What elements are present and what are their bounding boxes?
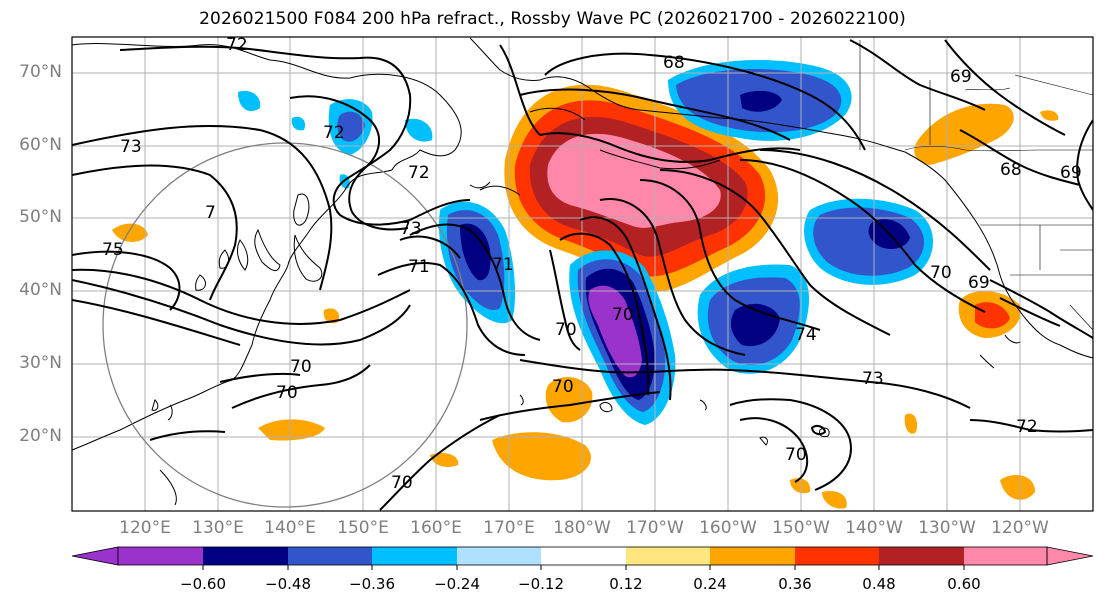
map-title: 2026021500 F084 200 hPa refract., Rossby… (199, 9, 906, 29)
contour-label: 70 (612, 305, 634, 325)
lon-label: 120°W (991, 518, 1049, 538)
colorbar-tick-label: −0.12 (518, 575, 564, 593)
colorbar-segment (541, 547, 626, 565)
lon-label: 150°W (772, 518, 830, 538)
lat-label: 20°N (19, 426, 62, 446)
lat-label: 70°N (19, 62, 62, 82)
graticule (72, 37, 1093, 511)
lon-label: 170°E (483, 518, 535, 538)
contour-label: 75 (102, 240, 124, 260)
positive-anomaly-shading (112, 84, 1059, 509)
contour-label: 72 (408, 163, 430, 183)
contour-label: 70 (276, 383, 298, 403)
lon-label: 150°E (337, 518, 389, 538)
colorbar-tick-label: −0.36 (349, 575, 395, 593)
contour-label: 68 (1000, 160, 1022, 180)
lon-label: 120°E (119, 518, 171, 538)
colorbar-under-extension (71, 546, 119, 566)
contour-label: 69 (950, 67, 972, 87)
reference-circle (102, 142, 468, 508)
colorbar (71, 546, 1094, 570)
political-borders (859, 40, 1093, 331)
lon-label: 180°W (553, 518, 611, 538)
colorbar-segment (118, 547, 203, 565)
lon-label: 140°E (264, 518, 316, 538)
colorbar-segment (710, 547, 795, 565)
lat-label: 50°N (19, 207, 62, 227)
contour-label: 72 (323, 123, 345, 143)
refractivity-contours (72, 39, 1093, 511)
lon-label: 140°W (845, 518, 903, 538)
colorbar-segment (288, 547, 372, 565)
contour-label: 70 (552, 377, 574, 397)
coastlines (72, 37, 1093, 506)
contour-label: 70 (930, 263, 952, 283)
contour-label: 74 (795, 325, 817, 345)
contour-label: 71 (492, 255, 514, 275)
map-frame (71, 36, 1094, 512)
lon-label: 160°E (410, 518, 462, 538)
colorbar-over-extension (1046, 546, 1094, 566)
colorbar-tick-label: 0.24 (693, 575, 727, 593)
contour-label: 73 (120, 137, 142, 157)
contour-label: 73 (862, 369, 884, 389)
colorbar-tick-label: 0.12 (609, 575, 643, 593)
contour-label: 73 (400, 219, 422, 239)
contour-label: 69 (968, 273, 990, 293)
contour-label: 69 (1060, 163, 1082, 183)
colorbar-tick-label: −0.60 (180, 575, 226, 593)
contour-label: 70 (391, 473, 413, 493)
colorbar-segment (879, 547, 964, 565)
contour-label: 70 (290, 357, 312, 377)
contour-label: 70 (785, 445, 807, 465)
lon-label: 170°W (626, 518, 684, 538)
contour-label: 72 (226, 35, 248, 55)
lon-label: 130°E (192, 518, 244, 538)
contour-label: 68 (663, 53, 685, 73)
colorbar-tick-label: −0.24 (434, 575, 480, 593)
colorbar-segment (626, 547, 710, 565)
colorbar-segment (964, 547, 1047, 565)
colorbar-segment (372, 547, 457, 565)
contour-label: 72 (1016, 417, 1038, 437)
colorbar-tick-label: 0.48 (862, 575, 896, 593)
lat-label: 30°N (19, 353, 62, 373)
lat-label: 60°N (19, 135, 62, 155)
colorbar-segment (457, 547, 541, 565)
colorbar-tick-label: −0.48 (265, 575, 311, 593)
colorbar-segment (203, 547, 288, 565)
lon-label: 160°W (699, 518, 757, 538)
contour-label: 7 (205, 203, 216, 223)
negative-anomaly-shading (238, 60, 934, 425)
lat-label: 40°N (19, 280, 62, 300)
lon-label: 130°W (918, 518, 976, 538)
colorbar-segment (795, 547, 879, 565)
colorbar-tick-label: 0.60 (947, 575, 981, 593)
contour-labels: 72 68 73 72 72 75 7 73 71 71 70 70 70 70… (102, 35, 1082, 493)
contour-label: 71 (408, 257, 430, 277)
contour-label: 70 (555, 320, 577, 340)
colorbar-tick-label: 0.36 (778, 575, 812, 593)
